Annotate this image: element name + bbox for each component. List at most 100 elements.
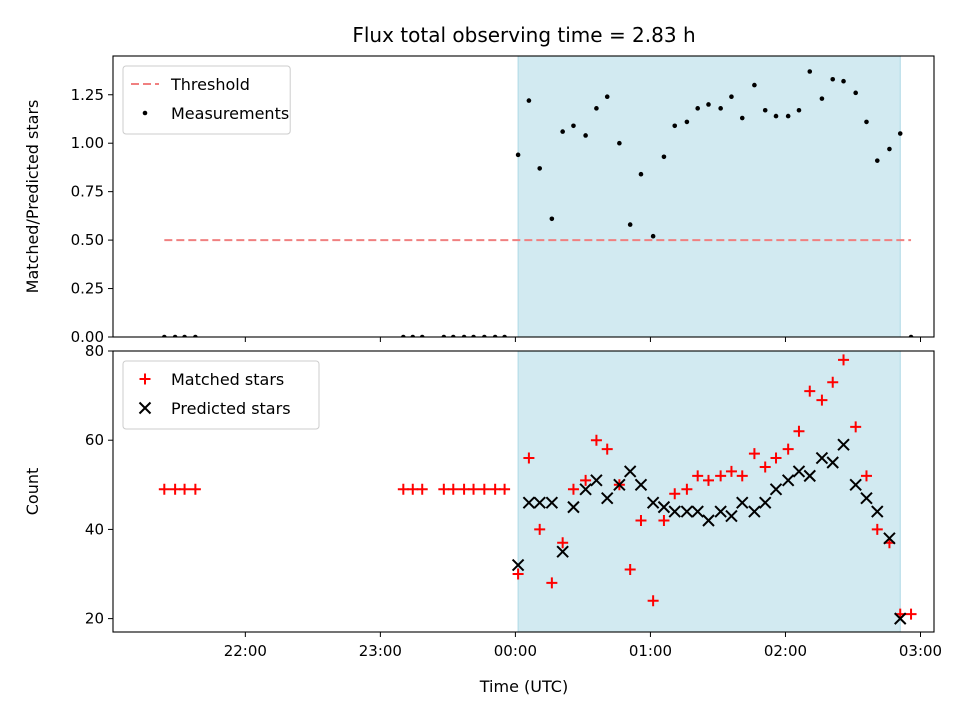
matched-stars-point bbox=[438, 483, 450, 495]
ratio-legend: Threshold Measurements bbox=[122, 65, 291, 135]
measurements-point bbox=[785, 113, 791, 119]
predicted-stars-point bbox=[545, 496, 559, 509]
matched-stars-point bbox=[546, 577, 558, 589]
predicted-stars-point bbox=[815, 451, 829, 465]
measurements-point bbox=[560, 129, 565, 134]
matched-stars-point bbox=[850, 421, 862, 433]
x-tick-label: 03:00 bbox=[899, 642, 942, 660]
predicted-stars-point bbox=[894, 612, 907, 625]
predicted-stars-point bbox=[725, 509, 738, 523]
matched-stars-point bbox=[827, 376, 839, 388]
measurements-point bbox=[604, 94, 610, 99]
measurements-point bbox=[796, 107, 802, 113]
matched-stars-point bbox=[860, 470, 872, 482]
y-tick-label: 0.75 bbox=[71, 183, 104, 201]
measurements-point bbox=[897, 131, 903, 136]
matched-stars-point bbox=[189, 483, 201, 495]
matched-stars-point bbox=[416, 483, 428, 495]
legend-box bbox=[122, 65, 291, 135]
predicted-stars-point bbox=[803, 469, 816, 483]
measurements-point bbox=[853, 90, 858, 96]
ratio-frame bbox=[112, 55, 935, 338]
matched-stars-point bbox=[725, 465, 737, 477]
y-tick-label: 80 bbox=[85, 342, 104, 360]
matched-stars-point bbox=[407, 483, 419, 495]
predicted-stars-point bbox=[556, 545, 569, 558]
predicted-stars-point bbox=[781, 474, 795, 487]
measurements-point bbox=[706, 102, 711, 107]
x-tick-label: 02:00 bbox=[764, 642, 807, 660]
predicted-stars-point bbox=[623, 465, 637, 478]
matched-stars-point bbox=[478, 483, 490, 495]
measurements-point bbox=[830, 76, 836, 82]
predicted-stars-point bbox=[634, 478, 648, 492]
matched-stars-point bbox=[567, 483, 579, 495]
y-tick-label: 40 bbox=[85, 520, 104, 538]
predicted-stars-point bbox=[883, 532, 896, 545]
measurements-point bbox=[515, 152, 521, 158]
y-tick-label: 20 bbox=[85, 610, 104, 628]
predicted-stars-point bbox=[533, 496, 546, 509]
measurements-point bbox=[502, 334, 507, 337]
x-tick-label: 22:00 bbox=[224, 642, 267, 660]
predicted-stars-point bbox=[567, 500, 580, 514]
chart-title: Flux total observing time = 2.83 h bbox=[352, 23, 695, 47]
x-axis-label: Time (UTC) bbox=[479, 677, 568, 696]
measurements-point bbox=[182, 334, 187, 337]
measurements-point bbox=[410, 334, 416, 337]
matched-stars-point bbox=[838, 354, 850, 366]
legend-swatch-predicted-stars bbox=[138, 401, 152, 415]
observing-interval-shade bbox=[517, 350, 901, 633]
matched-stars-point bbox=[489, 483, 501, 495]
matched-stars-point bbox=[635, 514, 647, 526]
measurements-point bbox=[583, 133, 588, 138]
matched-stars-point bbox=[468, 483, 480, 495]
measurements-point bbox=[661, 154, 667, 160]
legend-swatch-measurements bbox=[142, 110, 148, 116]
predicted-stars-point bbox=[579, 483, 592, 496]
measurements-point bbox=[695, 106, 700, 111]
y-tick-label: 0.50 bbox=[71, 231, 104, 249]
measurements-point bbox=[162, 334, 167, 337]
measurements-point bbox=[650, 233, 656, 239]
x-tick-label: 01:00 bbox=[629, 642, 672, 660]
measurements-point bbox=[401, 334, 406, 337]
measurements-point bbox=[638, 171, 644, 177]
measurements-point bbox=[752, 82, 757, 88]
matched-stars-point bbox=[523, 452, 535, 464]
matched-stars-point bbox=[669, 488, 681, 500]
matched-stars-point bbox=[158, 483, 170, 495]
matched-stars-point bbox=[715, 470, 727, 482]
matched-stars-point bbox=[905, 608, 917, 620]
matched-stars-point bbox=[871, 523, 883, 535]
matched-stars-point bbox=[512, 568, 524, 580]
measurements-point bbox=[887, 146, 892, 152]
measurements-point bbox=[864, 119, 869, 125]
matched-stars-point bbox=[782, 443, 794, 455]
measurements-point bbox=[537, 166, 543, 171]
predicted-stars-point bbox=[511, 558, 525, 572]
measurements-point bbox=[739, 115, 745, 121]
count-frame bbox=[112, 350, 935, 633]
predicted-stars-point bbox=[668, 505, 681, 518]
legend-box bbox=[122, 360, 320, 430]
measurements-point bbox=[450, 334, 456, 337]
measurements-point bbox=[819, 96, 825, 101]
measurements-point bbox=[684, 119, 690, 125]
matched-stars-point bbox=[816, 394, 828, 406]
predicted-stars-point bbox=[522, 496, 536, 509]
measurements-point bbox=[571, 123, 576, 129]
measurements-point bbox=[441, 334, 447, 337]
measurements-point bbox=[627, 222, 633, 227]
predicted-stars-point bbox=[714, 505, 727, 518]
predicted-stars-point bbox=[837, 438, 850, 451]
predicted-stars-point bbox=[657, 500, 671, 514]
predicted-stars-point bbox=[736, 496, 749, 509]
predicted-stars-point bbox=[769, 483, 783, 496]
measurements-point bbox=[193, 334, 198, 337]
measurements-point bbox=[807, 69, 813, 74]
matched-stars-point bbox=[601, 443, 613, 455]
predicted-stars-point bbox=[646, 496, 660, 509]
top-panel-ratio: 0.00 0.25 0.50 0.75 1.00 1.25 Matched/Predicte… bbox=[23, 55, 935, 346]
